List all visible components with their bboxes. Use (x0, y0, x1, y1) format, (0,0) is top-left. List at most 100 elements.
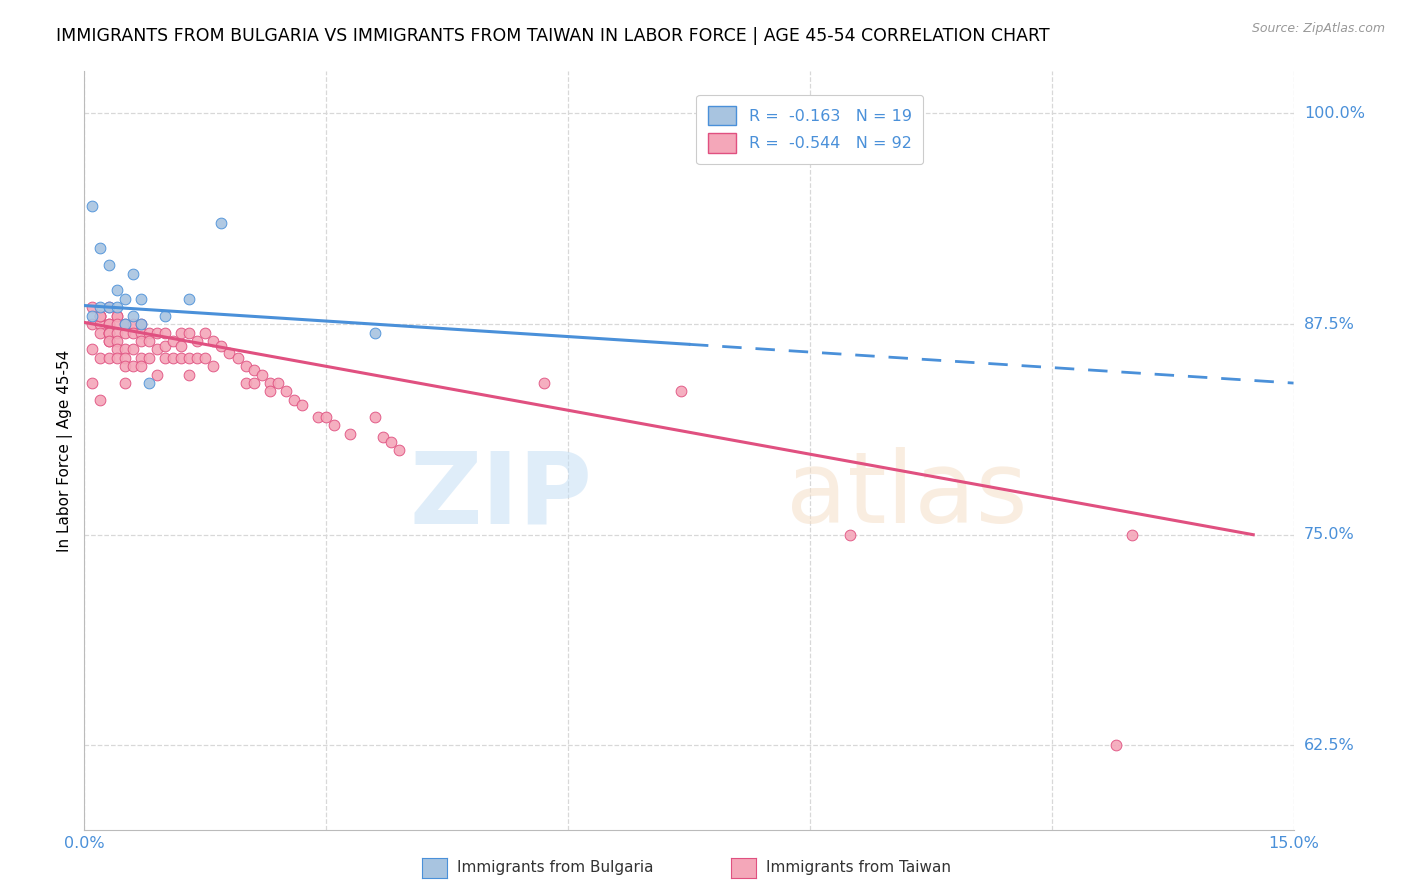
Point (146, 326, 169, 340)
Point (105, 300, 128, 314)
Point (1121, 527, 1143, 541)
Point (121, 317, 143, 331)
Text: ZIP: ZIP (409, 448, 592, 544)
Point (839, 527, 862, 541)
Point (89, 309, 111, 323)
Point (114, 359, 136, 374)
Legend: R =  -0.163   N = 19, R =  -0.544   N = 92: R = -0.163 N = 19, R = -0.544 N = 92 (696, 95, 924, 164)
Point (121, 326, 143, 340)
Point (97, 300, 120, 314)
Point (162, 351, 184, 365)
Text: 62.5%: 62.5% (1303, 738, 1355, 753)
Point (89, 326, 111, 340)
Point (82, 309, 104, 323)
Text: atlas: atlas (786, 448, 1028, 544)
Point (380, 435, 402, 450)
Point (97, 351, 120, 365)
Point (669, 384, 692, 399)
Point (315, 409, 337, 424)
Point (82, 376, 104, 390)
Point (121, 359, 143, 374)
Text: Immigrants from Taiwan: Immigrants from Taiwan (766, 861, 952, 875)
Point (153, 351, 176, 365)
Point (129, 326, 152, 340)
Point (339, 426, 361, 441)
Point (138, 334, 160, 348)
Point (114, 326, 136, 340)
Point (283, 392, 305, 407)
Point (153, 339, 176, 353)
Point (307, 409, 329, 424)
Point (202, 359, 225, 374)
Point (533, 376, 555, 390)
Point (114, 317, 136, 331)
Point (89, 300, 111, 314)
Point (89, 317, 111, 331)
Point (97, 317, 120, 331)
Text: 15.0%: 15.0% (1268, 837, 1319, 851)
Point (153, 326, 176, 340)
Point (82, 300, 104, 314)
Text: 87.5%: 87.5% (1303, 317, 1355, 332)
Point (121, 267, 143, 281)
Point (259, 384, 281, 399)
Text: 0.0%: 0.0% (65, 837, 104, 851)
Y-axis label: In Labor Force | Age 45-54: In Labor Force | Age 45-54 (58, 350, 73, 551)
Point (170, 339, 193, 353)
Point (97, 326, 120, 340)
Point (242, 376, 264, 390)
Text: Immigrants from Bulgaria: Immigrants from Bulgaria (457, 861, 654, 875)
Point (82, 199, 104, 213)
Point (138, 351, 160, 365)
Point (235, 376, 257, 390)
Point (105, 351, 128, 365)
Point (105, 284, 128, 298)
Point (97, 317, 120, 331)
Point (235, 359, 257, 374)
Point (242, 362, 264, 376)
Point (209, 339, 232, 353)
Point (129, 359, 152, 374)
Point (97, 326, 120, 340)
Point (97, 300, 120, 314)
Point (114, 343, 136, 357)
Point (323, 418, 346, 433)
Point (121, 309, 143, 323)
Point (105, 317, 128, 331)
Text: Source: ZipAtlas.com: Source: ZipAtlas.com (1251, 22, 1385, 36)
Point (114, 317, 136, 331)
Point (138, 376, 160, 390)
Point (89, 351, 111, 365)
Point (202, 334, 225, 348)
Point (105, 343, 128, 357)
Point (105, 309, 128, 323)
Point (97, 334, 120, 348)
Point (82, 317, 104, 331)
Point (146, 368, 169, 382)
Point (97, 326, 120, 340)
Text: IMMIGRANTS FROM BULGARIA VS IMMIGRANTS FROM TAIWAN IN LABOR FORCE | AGE 45-54 CO: IMMIGRANTS FROM BULGARIA VS IMMIGRANTS F… (56, 27, 1050, 45)
Point (105, 334, 128, 348)
Point (291, 398, 314, 412)
Point (89, 309, 111, 323)
Point (179, 351, 201, 365)
Point (89, 309, 111, 323)
Point (170, 351, 193, 365)
Point (363, 326, 385, 340)
Text: 100.0%: 100.0% (1303, 106, 1365, 121)
Point (186, 351, 208, 365)
Point (388, 443, 411, 458)
Point (153, 309, 176, 323)
Point (194, 326, 217, 340)
Point (162, 334, 184, 348)
Point (209, 216, 232, 230)
Point (218, 345, 240, 359)
Point (82, 343, 104, 357)
Point (146, 343, 169, 357)
Point (179, 368, 201, 382)
Point (259, 376, 281, 390)
Point (250, 368, 273, 382)
Point (179, 292, 201, 306)
Point (105, 326, 128, 340)
Point (105, 309, 128, 323)
